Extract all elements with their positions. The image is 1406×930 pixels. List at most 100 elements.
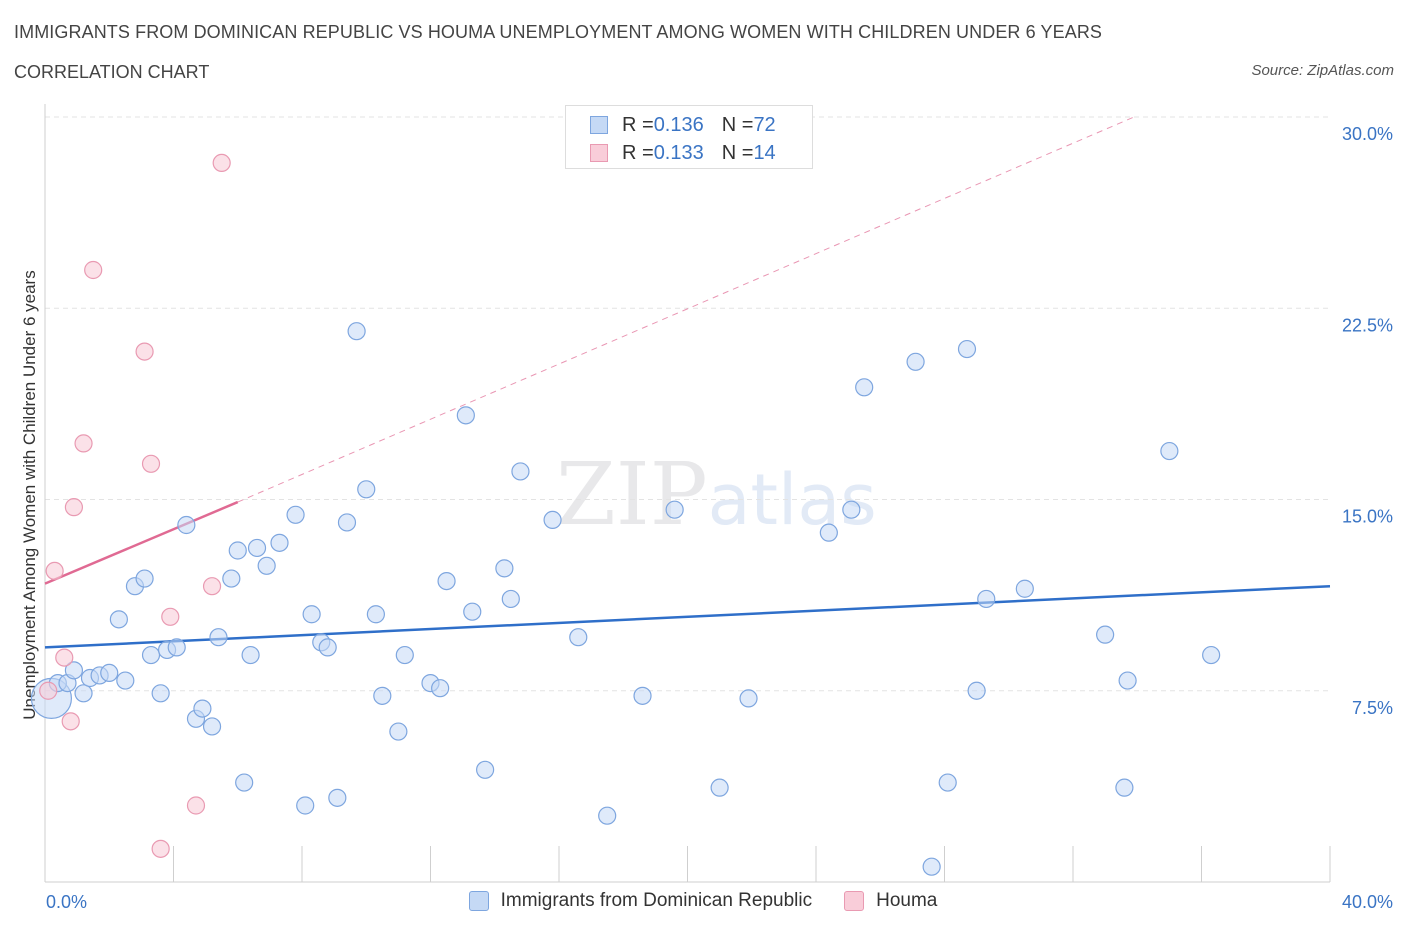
dominican-point	[463, 602, 482, 621]
dominican-point	[167, 638, 186, 657]
stats-legend: R = 0.136 N = 72 R = 0.133 N = 14	[565, 105, 813, 169]
dominican-point	[337, 513, 357, 532]
dominican-point	[366, 605, 385, 624]
houma-point	[151, 839, 170, 858]
houma-point	[141, 454, 161, 473]
legend-label: Houma	[876, 890, 938, 911]
dominican-point	[842, 500, 861, 519]
blue-swatch	[590, 116, 608, 134]
dominican-point	[202, 717, 222, 736]
chart-subtitle: CORRELATION CHART	[14, 62, 210, 82]
grid-lines	[45, 116, 1330, 692]
trend-lines	[44, 116, 1331, 649]
houma-point	[84, 260, 103, 280]
dominican-point	[456, 406, 475, 425]
dominican-point	[501, 589, 520, 609]
dominican-point	[209, 628, 228, 647]
dominican-point	[235, 773, 254, 792]
y-tick-label: 7.5%	[1352, 698, 1393, 718]
houma-trend-line	[44, 500, 239, 585]
series-legend: Immigrants from Dominican Republic Houma	[0, 890, 1406, 912]
axes	[44, 104, 1331, 883]
dominican-point	[296, 796, 315, 815]
dominican-point	[437, 571, 456, 591]
n-label: N =	[721, 113, 754, 136]
dominican-point	[395, 645, 414, 665]
source-credit: Source: ZipAtlas.com	[1251, 62, 1394, 79]
dominican-point	[710, 778, 729, 797]
dominican-point	[257, 556, 276, 575]
dominican-point	[247, 538, 267, 558]
dominican-point	[270, 533, 289, 552]
dominican-point	[347, 322, 366, 341]
dominican-point	[193, 699, 212, 718]
dominican-point	[1115, 778, 1134, 797]
dominican-point	[141, 645, 161, 665]
houma-trend-extension	[237, 116, 1135, 503]
houma-point	[74, 434, 93, 453]
dominican-point	[543, 510, 562, 530]
dominican-point	[228, 541, 247, 560]
dominican-point	[302, 605, 321, 624]
houma-point	[39, 681, 58, 700]
dominican-point	[389, 722, 408, 741]
y-tick-label: 22.5%	[1342, 315, 1393, 335]
dominican-point	[1118, 671, 1137, 690]
houma-point	[61, 712, 80, 731]
r-value: 0.133	[653, 141, 704, 164]
watermark-zip: ZIP	[556, 445, 708, 545]
dominican-point	[511, 462, 530, 481]
n-value: 14	[753, 141, 776, 164]
stats-legend-row-pink: R = 0.133 N = 14	[590, 141, 776, 165]
dominican-trend-line	[44, 584, 1331, 649]
dominican-point	[116, 671, 135, 690]
dominican-point	[977, 589, 996, 609]
y-tick-label: 30.0%	[1342, 124, 1393, 144]
x-tick-label: 40.0%	[1342, 892, 1393, 912]
dominican-point	[286, 505, 305, 524]
stats-legend-row-blue: R = 0.136 N = 72	[590, 113, 776, 137]
x-tick-label: 0.0%	[46, 892, 87, 912]
dominican-point	[135, 569, 154, 588]
r-value: 0.136	[653, 113, 704, 136]
dominican-point	[957, 339, 977, 359]
pink-swatch	[844, 891, 865, 911]
watermark: ZIPatlas	[556, 445, 877, 545]
blue-swatch	[468, 891, 489, 911]
houma-point	[202, 577, 222, 596]
dominican-point	[241, 645, 260, 665]
houma-point	[186, 796, 206, 815]
legend-label: Immigrants from Dominican Republic	[500, 890, 813, 911]
dominican-point	[328, 788, 347, 807]
dominican-point	[100, 663, 119, 683]
houma-point	[45, 561, 64, 581]
dominican-point	[151, 684, 170, 703]
pink-swatch	[590, 144, 608, 162]
dominican-point	[495, 559, 514, 578]
dominican-point	[819, 523, 838, 542]
data-points	[30, 153, 1221, 876]
legend-item-houma: Houma	[844, 890, 937, 912]
dominican-point	[1160, 441, 1179, 461]
houma-point	[161, 607, 180, 626]
dominican-point	[665, 500, 684, 519]
legend-item-dominican: Immigrants from Dominican Republic	[468, 890, 813, 912]
houma-point	[55, 648, 74, 667]
dominican-point	[64, 661, 84, 680]
dominican-point	[1015, 579, 1034, 598]
houma-point	[212, 153, 231, 172]
houma-point	[135, 342, 154, 361]
r-label: R =	[622, 141, 654, 164]
dominican-point	[476, 760, 495, 779]
dominican-point	[109, 610, 128, 629]
dominican-point	[938, 773, 957, 792]
n-label: N =	[721, 141, 754, 164]
dominican-point	[318, 638, 337, 657]
dominican-point	[373, 686, 392, 705]
dominican-point	[1202, 645, 1221, 665]
houma-point	[64, 498, 84, 517]
dominican-point	[598, 806, 617, 825]
dominican-point	[431, 679, 450, 698]
y-tick-label: 15.0%	[1342, 507, 1393, 527]
